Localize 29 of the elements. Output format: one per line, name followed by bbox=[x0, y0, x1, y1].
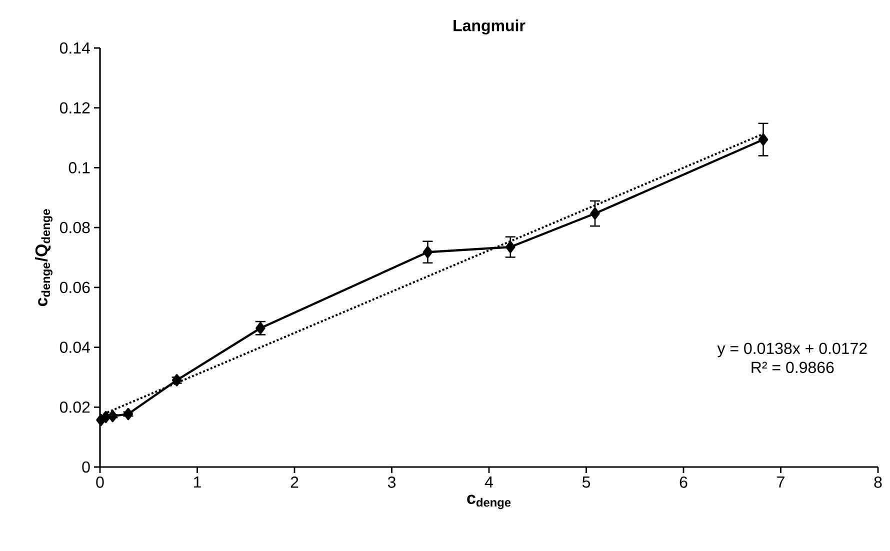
x-tick-label: 1 bbox=[194, 476, 201, 488]
y-tick-label: 0.12 bbox=[60, 102, 90, 114]
point bbox=[108, 410, 118, 422]
point bbox=[422, 246, 433, 258]
x-tick-label: 2 bbox=[290, 476, 298, 488]
x-tick-label: 4 bbox=[484, 476, 493, 488]
annotation: R² = 0.9866 bbox=[752, 362, 834, 374]
point bbox=[506, 240, 516, 254]
y-tick-label: 0.04 bbox=[60, 342, 90, 353]
point bbox=[123, 408, 134, 420]
point bbox=[590, 207, 600, 220]
y-tick-label: 0.06 bbox=[60, 282, 90, 294]
y-tick-label: 0.02 bbox=[60, 401, 90, 413]
x-tick-label: 6 bbox=[680, 476, 688, 488]
y-axis-title: c$_{denge}$/Q$_{denge}$ bbox=[34, 209, 52, 306]
y-tick-label: 0.08 bbox=[60, 222, 90, 234]
annotation: y = 0.0138x + 0.0172 bbox=[717, 342, 867, 358]
chart-title: Langmuir bbox=[454, 19, 526, 34]
point bbox=[172, 374, 182, 386]
x-tick-label: 7 bbox=[777, 476, 784, 488]
x-tick-label: 3 bbox=[388, 476, 396, 488]
y-tick-label: 0.1 bbox=[68, 162, 90, 174]
x-tick-label: 5 bbox=[582, 476, 590, 488]
x-axis-title: c$_{denge}$ bbox=[467, 494, 511, 510]
x-tick-label: 0 bbox=[96, 476, 104, 488]
x-tick-label: 8 bbox=[874, 476, 882, 488]
y-tick-label: 0.14 bbox=[60, 42, 90, 54]
y-tick-label: 0 bbox=[82, 461, 90, 473]
point bbox=[758, 133, 768, 146]
